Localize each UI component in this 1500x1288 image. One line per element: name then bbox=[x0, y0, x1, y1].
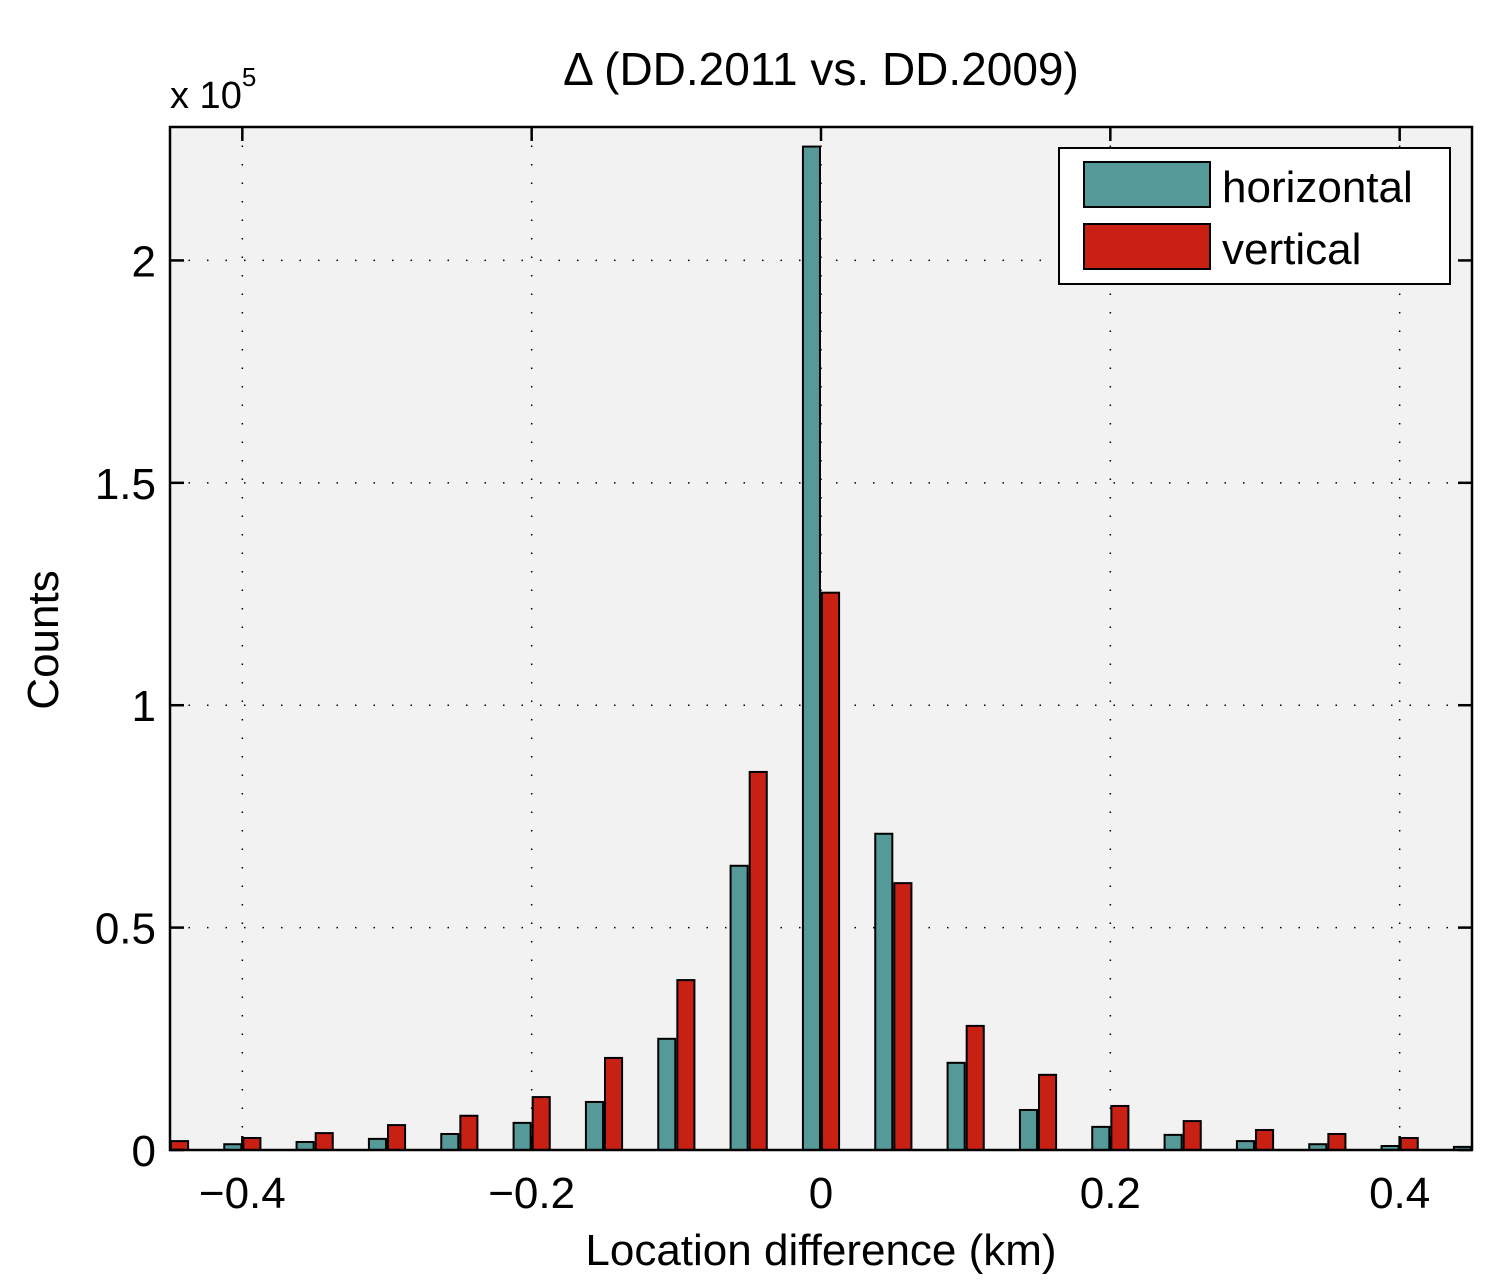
bar-horizontal bbox=[512, 1121, 532, 1150]
bar-horizontal bbox=[729, 864, 749, 1150]
bar-horizontal bbox=[1018, 1108, 1038, 1150]
legend-label-horizontal: horizontal bbox=[1222, 163, 1413, 212]
bar-vertical bbox=[821, 591, 841, 1150]
bar-horizontal bbox=[946, 1061, 966, 1150]
axis-ticks bbox=[170, 127, 1472, 1152]
bar-vertical bbox=[459, 1114, 479, 1150]
bar-vertical bbox=[531, 1096, 551, 1150]
chart-title: Δ (DD.2011 vs. DD.2009) bbox=[563, 43, 1079, 95]
bar-vertical bbox=[1399, 1136, 1419, 1150]
x-axis-label: Location difference (km) bbox=[585, 1226, 1056, 1275]
bar-horizontal bbox=[584, 1100, 604, 1150]
x-tick-label: −0.2 bbox=[488, 1169, 575, 1218]
bar-horizontal bbox=[1091, 1125, 1111, 1150]
x-tick-label: 0 bbox=[809, 1169, 833, 1218]
bar-horizontal bbox=[440, 1132, 460, 1150]
bar-vertical bbox=[1110, 1104, 1130, 1150]
bar-horizontal bbox=[367, 1137, 387, 1150]
bar-vertical bbox=[1255, 1128, 1275, 1150]
bar-vertical bbox=[676, 979, 696, 1150]
y-axis-label: Counts bbox=[19, 570, 68, 709]
legend-label-vertical: vertical bbox=[1222, 225, 1361, 274]
bar-vertical bbox=[314, 1132, 334, 1150]
bar-vertical bbox=[387, 1124, 407, 1150]
bar-horizontal bbox=[657, 1037, 677, 1150]
bar-vertical bbox=[604, 1056, 624, 1150]
bar-vertical bbox=[242, 1136, 262, 1150]
bar-horizontal bbox=[1163, 1133, 1183, 1150]
y-exponent-power: 5 bbox=[242, 62, 256, 92]
x-tick-label: −0.4 bbox=[199, 1169, 286, 1218]
bar-vertical bbox=[1182, 1120, 1202, 1150]
y-tick-label: 0.5 bbox=[95, 905, 156, 954]
x-tick-label: 0.2 bbox=[1080, 1169, 1141, 1218]
bar-horizontal bbox=[801, 145, 821, 1150]
bar-vertical bbox=[170, 1140, 190, 1150]
bar-vertical bbox=[748, 770, 768, 1150]
y-exponent-base: x 10 bbox=[170, 75, 242, 117]
y-tick-labels: 0 0.5 1 1.5 2 bbox=[95, 237, 156, 1176]
y-tick-label: 1 bbox=[132, 682, 156, 731]
x-tick-labels: −0.4 −0.2 0 0.2 0.4 bbox=[199, 1169, 1430, 1218]
grid-lines bbox=[170, 127, 1472, 1150]
bar-horizontal bbox=[1235, 1140, 1255, 1150]
legend: horizontal vertical bbox=[1058, 147, 1451, 285]
x-tick-label: 0.4 bbox=[1369, 1169, 1430, 1218]
y-axis-exponent: x 105 bbox=[170, 62, 256, 117]
legend-swatch-vertical bbox=[1083, 223, 1211, 270]
y-tick-label: 2 bbox=[132, 237, 156, 286]
y-tick-label: 0 bbox=[132, 1127, 156, 1176]
bar-horizontal bbox=[874, 832, 894, 1150]
y-tick-label: 1.5 bbox=[95, 460, 156, 509]
legend-swatch-horizontal bbox=[1083, 161, 1211, 208]
bars-group bbox=[170, 145, 1472, 1150]
bar-vertical bbox=[1327, 1132, 1347, 1150]
bar-vertical bbox=[965, 1024, 985, 1150]
bar-vertical bbox=[893, 882, 913, 1150]
bar-vertical bbox=[1038, 1073, 1058, 1150]
